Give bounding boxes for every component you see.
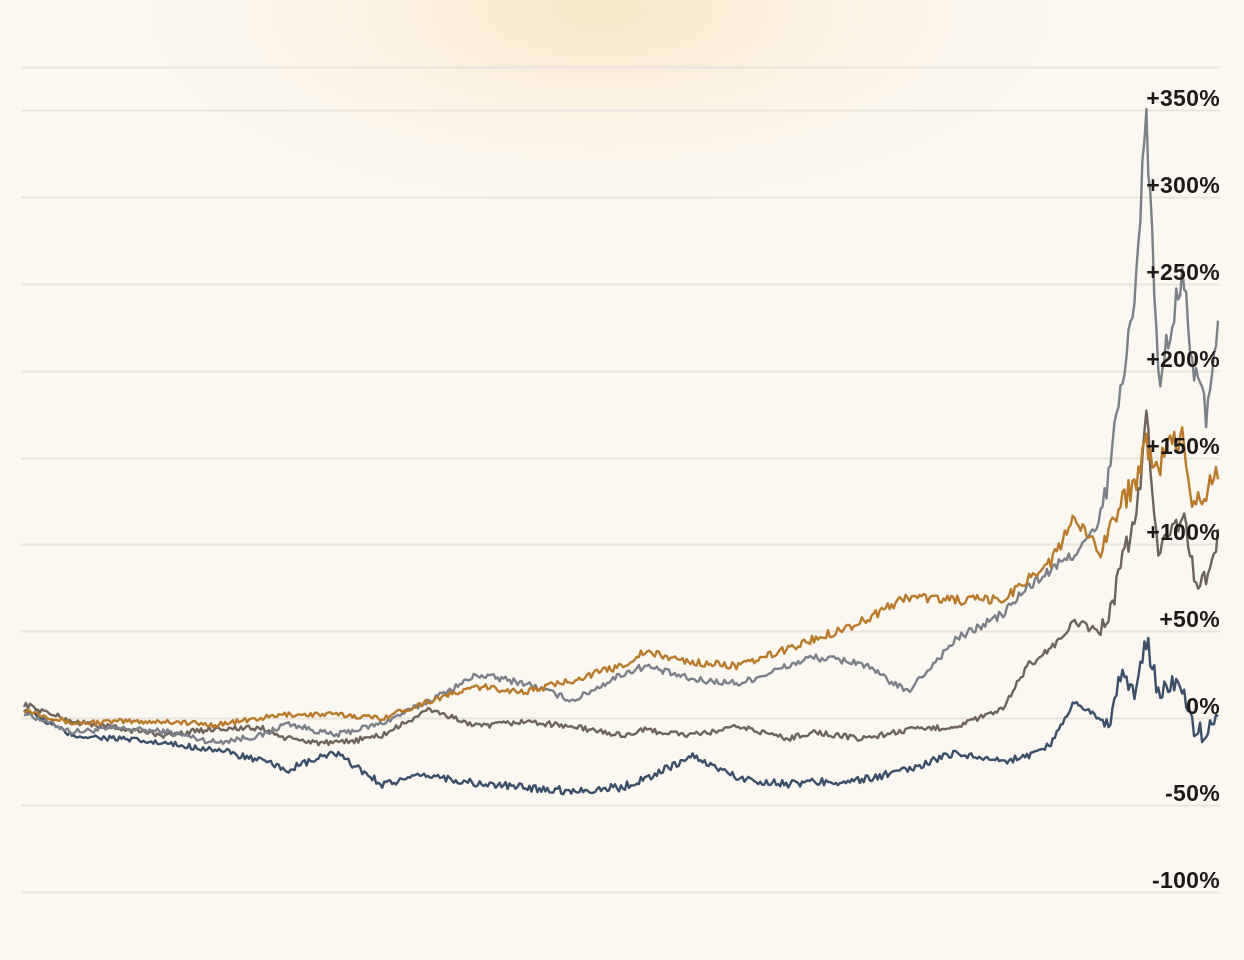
y-tick-label: +250% [1146,259,1220,285]
series-lines [22,107,1220,796]
series-line [23,107,1220,746]
y-tick-label: +200% [1146,345,1220,372]
y-tick-label: +300% [1146,172,1220,199]
y-tick-label: +50% [1159,606,1220,633]
y-tick-label: 0% [1186,693,1220,719]
series-line [23,636,1219,796]
y-tick-label: +150% [1146,432,1220,459]
series-line [23,426,1220,729]
gridlines [21,66,1220,894]
y-tick-label: +100% [1146,519,1220,546]
series-line [22,409,1220,747]
y-tick-label: -50% [1165,779,1220,806]
y-tick-label: -100% [1152,866,1220,893]
y-tick-label: +350% [1146,85,1220,112]
